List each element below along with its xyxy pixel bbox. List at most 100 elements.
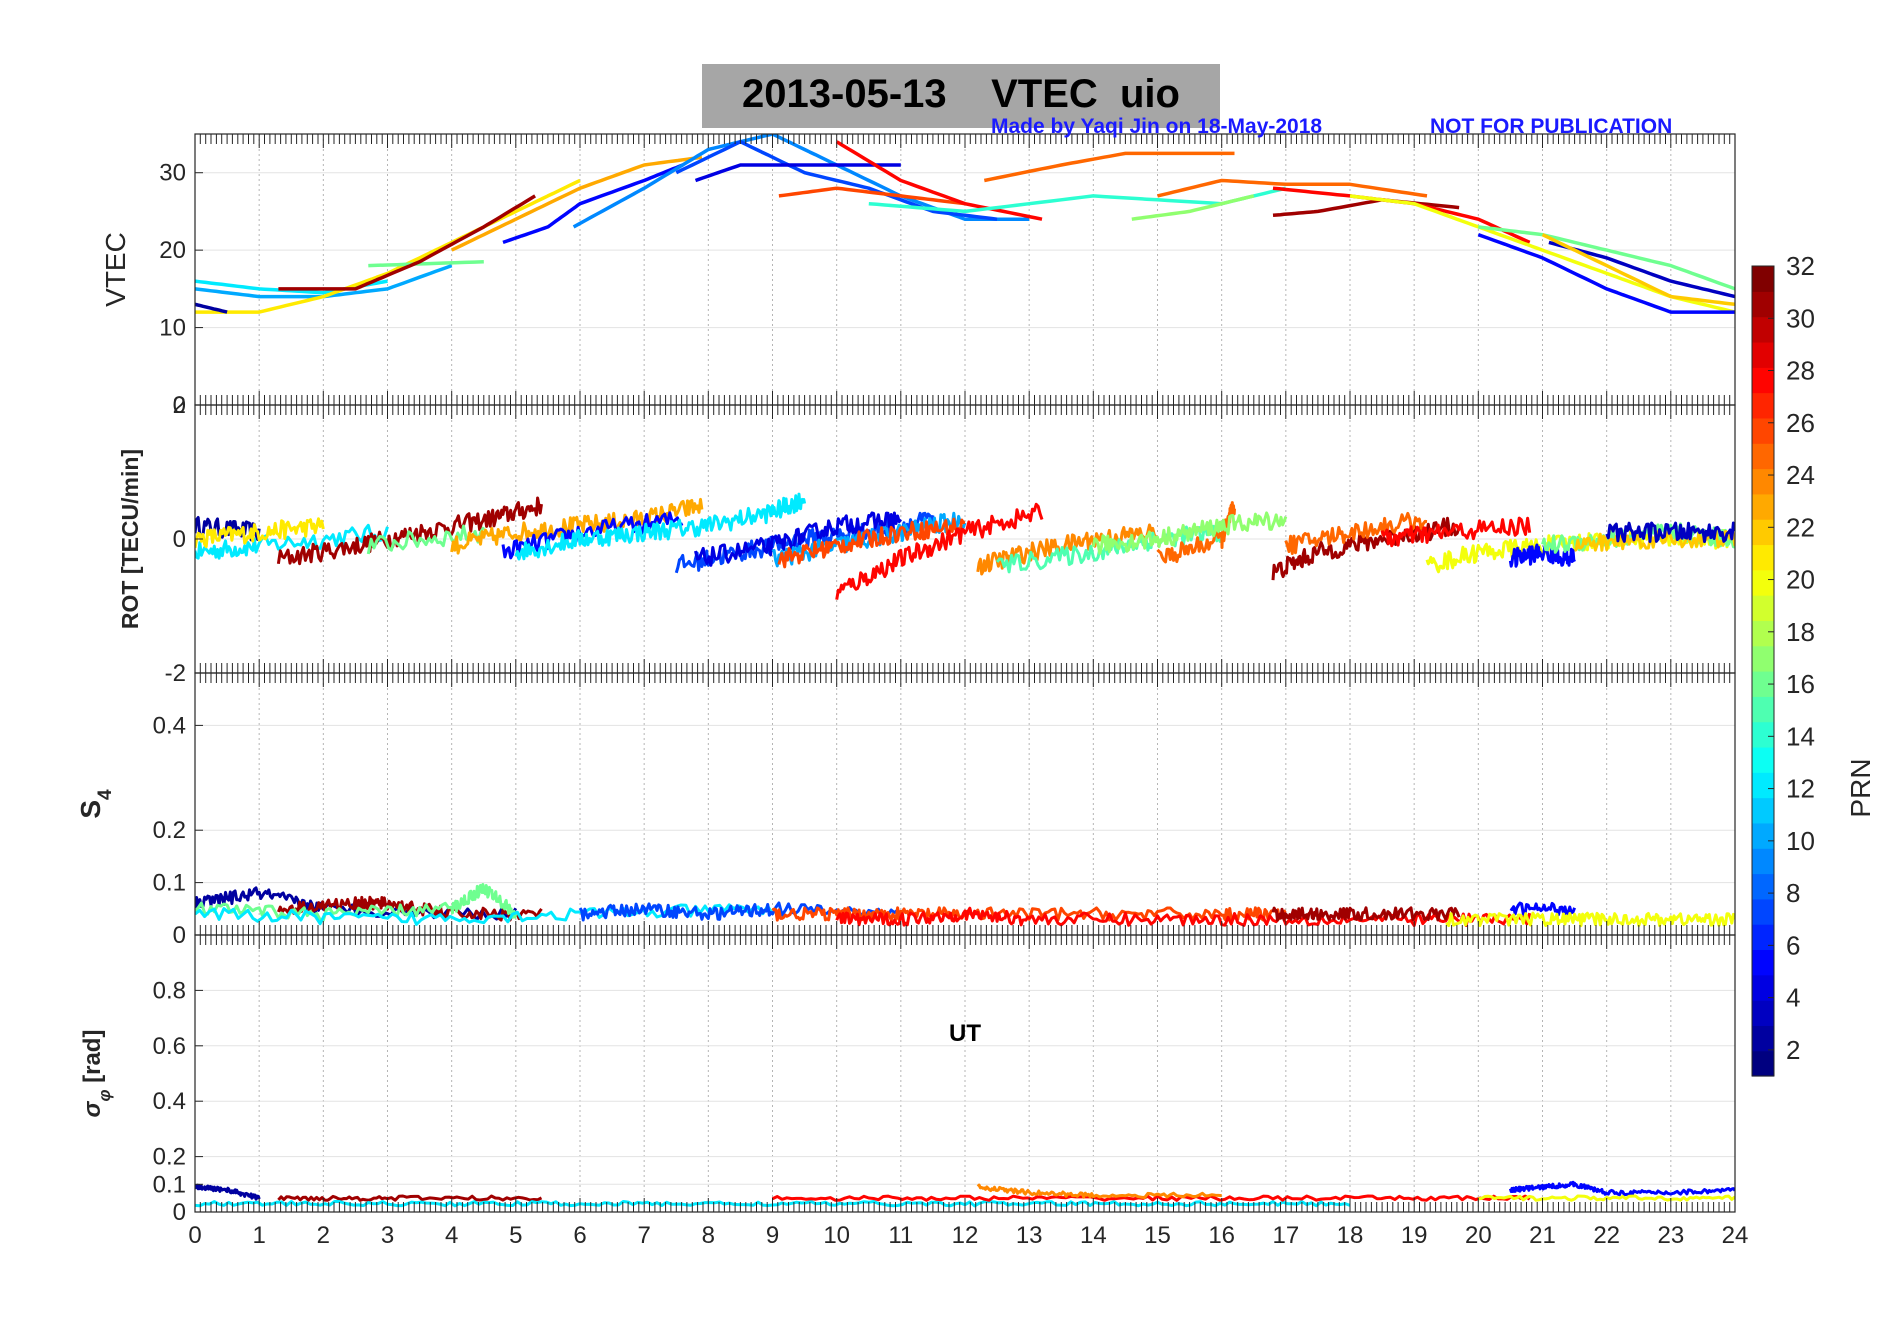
series-prn-28 <box>835 140 1043 221</box>
y-tick-label: 0 <box>173 526 186 553</box>
colorbar-swatch <box>1752 266 1774 292</box>
x-tick-label: 17 <box>1272 1222 1299 1249</box>
colorbar-swatch <box>1752 898 1774 925</box>
series-prn-24 <box>976 1183 1222 1199</box>
series-prn-31 <box>1271 906 1461 922</box>
y-tick-label: 0.1 <box>153 1171 186 1198</box>
colorbar-swatch <box>1752 1050 1774 1077</box>
colorbar-swatch <box>1752 595 1774 621</box>
colorbar-tick-label: 2 <box>1786 1035 1800 1065</box>
x-axis-label: UT <box>949 1020 981 1047</box>
series-prn-12 <box>195 523 389 560</box>
series-prn-5 <box>1509 901 1577 917</box>
colorbar-tick-label: 24 <box>1786 460 1815 490</box>
colorbar-swatch <box>1752 1025 1774 1052</box>
x-ticks <box>194 935 1736 1212</box>
x-ticks <box>194 673 1736 935</box>
x-ticks <box>194 405 1736 673</box>
series-prn-25 <box>983 151 1235 183</box>
colorbar-swatch <box>1752 493 1774 520</box>
y-tick-label: 0.1 <box>153 870 186 897</box>
colorbar-swatch <box>1752 443 1774 470</box>
series-prn-2 <box>195 1183 261 1201</box>
colorbar-frame <box>1751 265 1775 1077</box>
series-prn-28 <box>1380 516 1532 548</box>
series-prn-31 <box>277 1194 543 1202</box>
x-tick-label: 23 <box>1657 1222 1684 1249</box>
y-tick-label: 0.2 <box>153 817 186 844</box>
colorbar-swatch <box>1752 569 1774 596</box>
series-prn-3 <box>1605 521 1735 544</box>
x-tick-label: 7 <box>637 1222 650 1249</box>
y-tick-label: 0.4 <box>153 1088 186 1115</box>
series-prn-25 <box>1156 501 1236 564</box>
x-tick-label: 2 <box>317 1222 330 1249</box>
figure-title: 2013-05-13 VTEC uio <box>742 72 1180 116</box>
colorbar-swatch <box>1752 924 1774 951</box>
colorbar-swatch <box>1752 772 1774 799</box>
series-group <box>195 883 1735 928</box>
colorbar-swatch <box>1752 671 1774 697</box>
x-tick-label: 20 <box>1465 1222 1492 1249</box>
y-tick-label: 0.6 <box>153 1033 186 1060</box>
x-tick-label: 15 <box>1144 1222 1171 1249</box>
series-prn-25 <box>1157 178 1428 198</box>
x-tick-label: 16 <box>1208 1222 1235 1249</box>
x-tick-label: 24 <box>1722 1222 1749 1249</box>
colorbar-swatch <box>1752 746 1774 773</box>
x-tick-label: 12 <box>952 1222 979 1249</box>
x-tick-label: 1 <box>252 1222 265 1249</box>
y-axis-label: S4 <box>75 789 116 819</box>
colorbar-swatch <box>1752 620 1774 647</box>
y-tick-label: 0.4 <box>153 712 186 739</box>
colorbar-swatch <box>1752 392 1774 419</box>
x-tick-label: 9 <box>766 1222 779 1249</box>
x-tick-label: 11 <box>888 1222 913 1249</box>
series-prn-5 <box>1477 233 1735 314</box>
x-tick-label: 6 <box>573 1222 586 1249</box>
x-tick-label: 19 <box>1401 1222 1428 1249</box>
colorbar-tick-label: 6 <box>1786 930 1800 960</box>
series-prn-12 <box>514 492 807 561</box>
title-background <box>702 64 1220 128</box>
colorbar-swatch <box>1752 974 1774 1001</box>
colorbar-swatch <box>1752 341 1774 368</box>
x-tick-label: 4 <box>445 1222 458 1249</box>
colorbar-swatch <box>1752 1000 1774 1026</box>
series-prn-12 <box>195 279 388 295</box>
x-tick-label: 8 <box>702 1222 715 1249</box>
colorbar-swatch <box>1752 544 1774 571</box>
series-prn-28 <box>771 1194 1531 1202</box>
colorbar-swatch <box>1752 696 1774 723</box>
x-tick-label: 18 <box>1337 1222 1364 1249</box>
colorbar-swatch <box>1752 797 1774 824</box>
colorbar-tick-label: 30 <box>1786 303 1815 333</box>
y-axis-label: ROT [TECU/min] <box>117 449 143 629</box>
colorbar-tick-label: 8 <box>1786 878 1800 908</box>
y-tick-label: 0.2 <box>153 1144 186 1171</box>
x-tick-label: 22 <box>1593 1222 1620 1249</box>
colorbar-swatch <box>1752 291 1774 318</box>
colorbar-swatch <box>1752 645 1774 672</box>
y-tick-label: 20 <box>159 237 186 264</box>
series-prn-16 <box>1478 225 1735 291</box>
x-tick-label: 13 <box>1016 1222 1043 1249</box>
x-tick-label: 5 <box>509 1222 522 1249</box>
x-tick-label: 3 <box>381 1222 394 1249</box>
series-prn-16 <box>366 524 486 555</box>
colorbar-swatch <box>1752 468 1774 495</box>
y-tick-label: 2 <box>173 392 186 419</box>
series-prn-20 <box>1445 911 1735 928</box>
colorbar-swatch <box>1752 848 1774 875</box>
credit-text: Made by Yaqi Jin on 18-May-2018 <box>991 115 1323 138</box>
colorbar-tick-label: 10 <box>1786 826 1815 856</box>
colorbar-swatch <box>1752 822 1774 849</box>
y-tick-label: -2 <box>165 660 186 687</box>
colorbar-tick-label: 22 <box>1786 512 1815 542</box>
series-prn-4 <box>694 163 901 183</box>
series-group <box>195 134 1735 314</box>
series-prn-5 <box>502 163 684 245</box>
y-axis-label: VTEC <box>100 232 131 307</box>
